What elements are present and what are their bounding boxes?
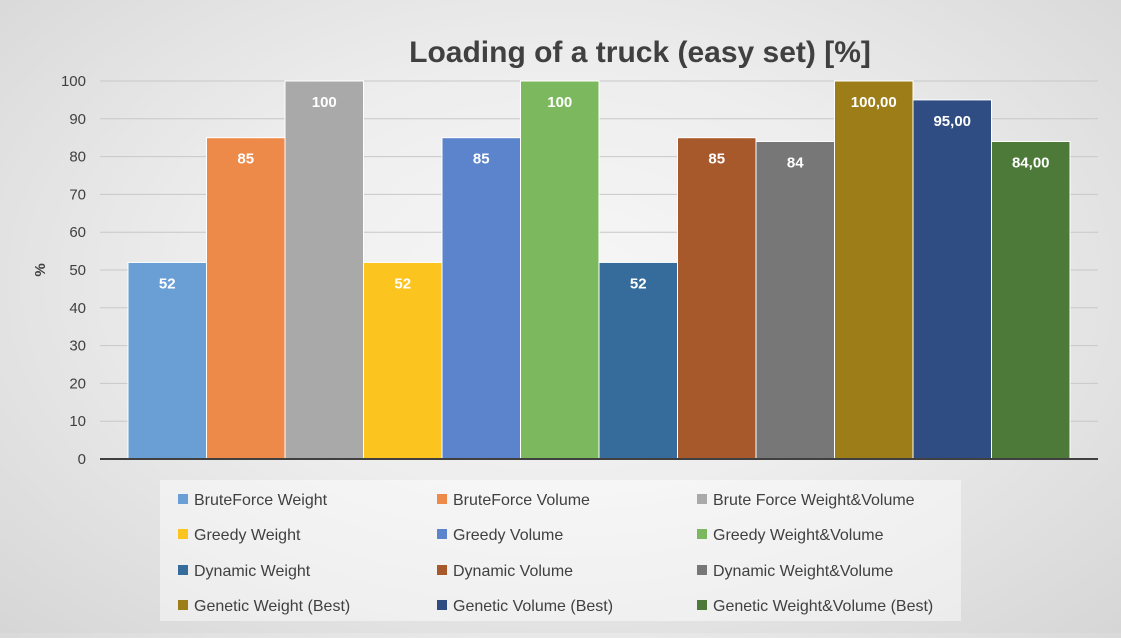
legend-label: Dynamic Volume — [453, 563, 573, 580]
axes: 0 10 20 30 40 50 60 70 80 90 100 — [61, 73, 1098, 468]
legend-swatch — [437, 494, 447, 504]
data-label: 85 — [708, 151, 725, 168]
bar — [441, 137, 521, 460]
data-label: 85 — [473, 151, 490, 168]
y-tick-label: 70 — [69, 186, 86, 203]
legend-swatch — [697, 600, 707, 610]
legend-label: Genetic Volume (Best) — [453, 598, 613, 615]
legend-swatch — [437, 600, 447, 610]
y-axis-label: % — [32, 263, 49, 276]
legend-swatch — [178, 600, 188, 610]
data-label: 95,00 — [933, 113, 971, 130]
bar — [991, 140, 1071, 460]
data-label: 100 — [547, 94, 572, 111]
bar — [206, 137, 286, 460]
y-tick-label: 30 — [69, 338, 86, 355]
y-tick-label: 20 — [69, 375, 86, 392]
data-labels: 52 85 100 52 85 100 52 85 84 100,00 95,00 84,00 — [159, 94, 1050, 292]
legend-label: BruteForce Weight — [194, 492, 328, 509]
legend-label: Greedy Volume — [453, 527, 563, 544]
data-label: 100,00 — [851, 94, 897, 111]
data-label: 84,00 — [1012, 154, 1050, 171]
legend-label: Genetic Weight&Volume (Best) — [713, 598, 933, 615]
bar — [363, 261, 443, 460]
legend-swatch — [697, 494, 707, 504]
legend-swatch — [178, 565, 188, 575]
legend-label: Genetic Weight (Best) — [194, 598, 350, 615]
y-tick-label: 0 — [78, 451, 86, 468]
legend-swatch — [437, 529, 447, 539]
bar — [912, 99, 992, 460]
legend-label: Greedy Weight — [194, 527, 301, 544]
legend-box — [160, 480, 961, 621]
y-tick-label: 90 — [69, 111, 86, 128]
data-label: 52 — [159, 275, 176, 292]
y-tick-label: 50 — [69, 262, 86, 279]
bar — [755, 140, 835, 460]
legend-label: Greedy Weight&Volume — [713, 527, 884, 544]
y-tick-label: 100 — [61, 73, 86, 90]
y-tick-label: 80 — [69, 149, 86, 166]
legend-label: Dynamic Weight&Volume — [713, 563, 893, 580]
bar — [284, 80, 364, 460]
legend-swatch — [178, 494, 188, 504]
bars — [127, 80, 1071, 460]
legend-label: Dynamic Weight — [194, 563, 311, 580]
data-label: 52 — [394, 275, 411, 292]
data-label: 100 — [312, 94, 337, 111]
legend-swatch — [178, 529, 188, 539]
legend-label: Brute Force Weight&Volume — [713, 492, 915, 509]
legend-label: BruteForce Volume — [453, 492, 590, 509]
y-tick-label: 40 — [69, 300, 86, 317]
y-tick-label: 60 — [69, 224, 86, 241]
y-tick-label: 10 — [69, 413, 86, 430]
legend: BruteForce Weight BruteForce Volume Brute … — [160, 480, 961, 621]
legend-swatch — [697, 529, 707, 539]
chart-title: Loading of a truck (easy set) [%] — [409, 36, 871, 69]
bar — [834, 80, 914, 460]
data-label: 84 — [787, 154, 804, 171]
data-label: 85 — [237, 151, 254, 168]
bar — [677, 137, 757, 460]
legend-swatch — [697, 565, 707, 575]
data-label: 52 — [630, 275, 647, 292]
legend-swatch — [437, 565, 447, 575]
bar — [520, 80, 600, 460]
